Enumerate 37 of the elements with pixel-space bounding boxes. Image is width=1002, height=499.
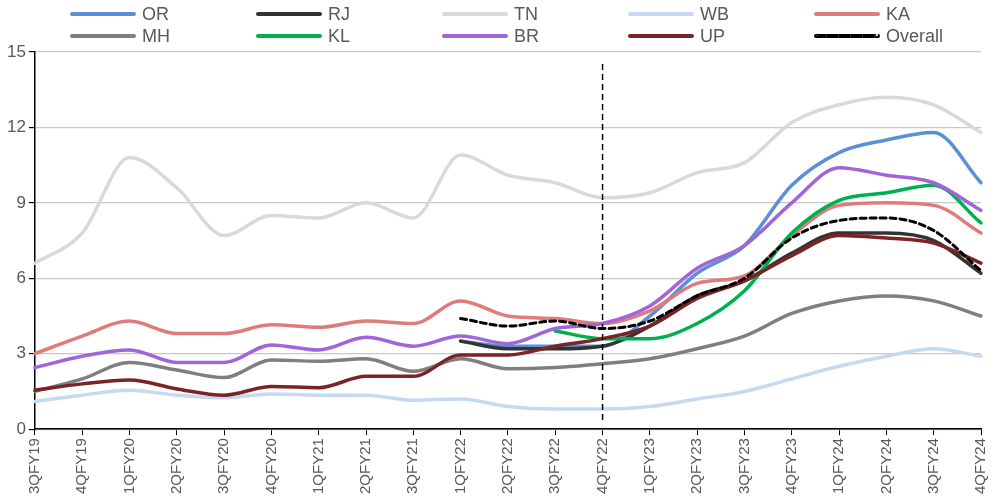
x-tick-label: 1QFY23	[640, 438, 658, 495]
y-tick-label: 15	[6, 41, 26, 61]
x-tick-label: 3QFY20	[214, 438, 232, 495]
x-tick-label: 3QFY24	[923, 438, 941, 495]
legend-label: RJ	[328, 3, 350, 25]
x-tick-label: 2QFY23	[687, 438, 705, 495]
y-tick-label: 9	[16, 192, 26, 212]
x-tick-label: 1QFY21	[308, 438, 326, 495]
y-tick-label: 3	[16, 343, 26, 363]
x-tick-label: 3QFY22	[545, 438, 563, 495]
legend-label: TN	[514, 3, 538, 25]
x-tick-label: 2QFY22	[498, 438, 516, 495]
legend-label: MH	[142, 25, 170, 47]
legend-label: OR	[142, 3, 169, 25]
x-tick-label: 4QFY23	[781, 438, 799, 495]
y-tick-label: 6	[16, 267, 26, 287]
y-tick-label: 0	[16, 418, 26, 438]
x-tick-label: 1QFY24	[829, 438, 847, 495]
x-tick-label: 4QFY19	[72, 438, 90, 495]
legend-label: UP	[700, 25, 726, 47]
x-tick-label: 3QFY19	[25, 438, 43, 495]
legend-label: BR	[514, 25, 540, 47]
x-tick-label: 3QFY21	[403, 438, 421, 495]
x-tick-label: 2QFY21	[356, 438, 374, 495]
legend-label: WB	[700, 3, 729, 25]
legend-label: Overall	[886, 25, 944, 47]
x-tick-label: 2QFY24	[876, 438, 894, 495]
legend-label: KA	[886, 3, 911, 25]
x-tick-label: 1QFY20	[119, 438, 137, 495]
x-tick-label: 2QFY20	[166, 438, 184, 495]
x-tick-label: 4QFY20	[261, 438, 279, 495]
x-tick-label: 4QFY24	[971, 438, 989, 495]
legend-label: KL	[328, 25, 351, 47]
y-tick-label: 12	[6, 117, 26, 137]
x-tick-label: 3QFY23	[734, 438, 752, 495]
x-tick-label: 1QFY22	[450, 438, 468, 495]
x-tick-label: 4QFY22	[592, 438, 610, 495]
